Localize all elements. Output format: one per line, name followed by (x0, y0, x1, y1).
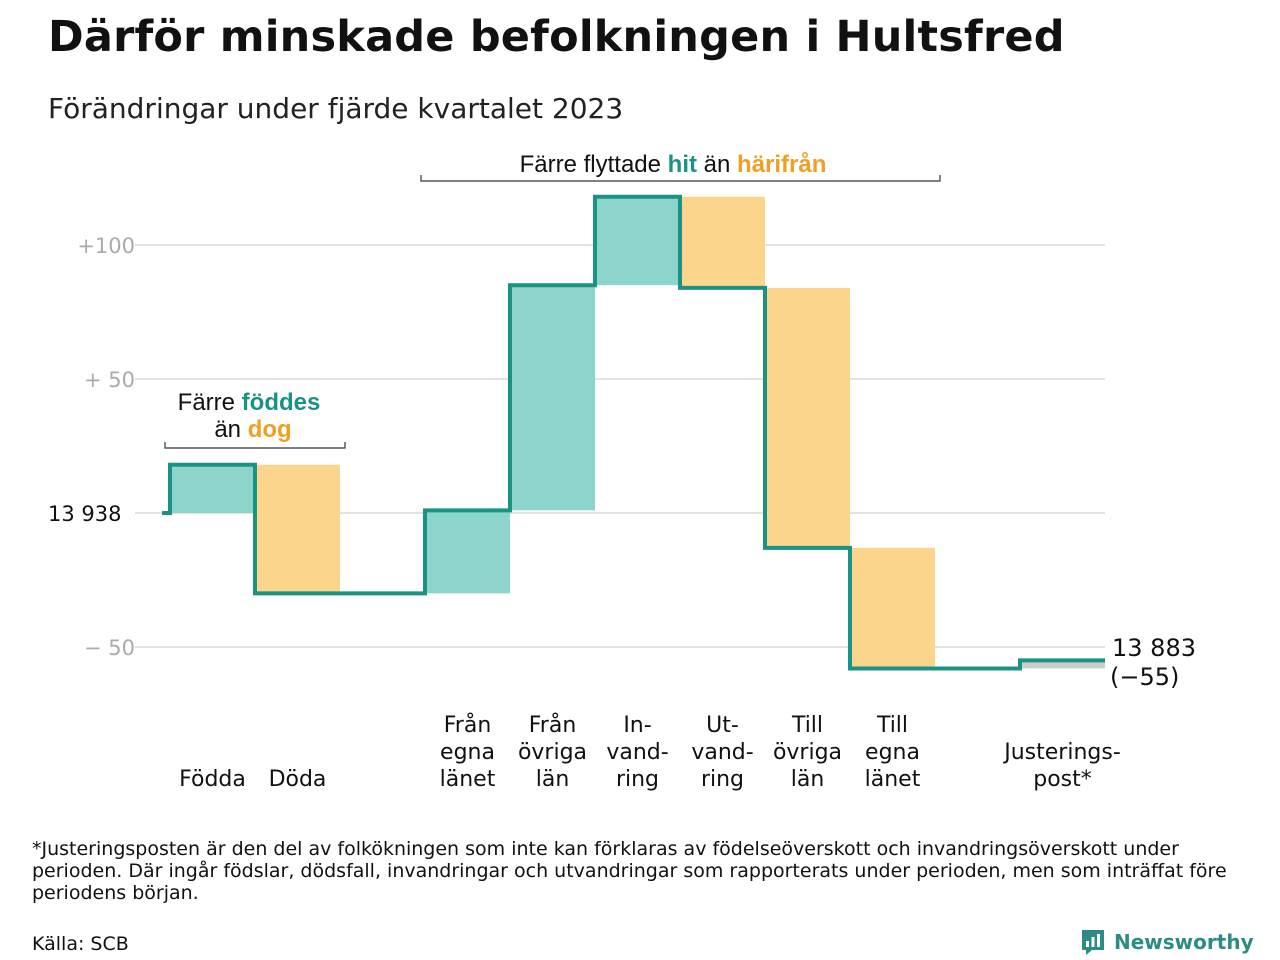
bar-inflow (595, 196, 680, 286)
category-label: vand- (606, 740, 668, 765)
category-label: län (791, 767, 825, 792)
category-label: egna (865, 740, 920, 765)
bar-outflow (680, 196, 765, 288)
y-tick-label: + 50 (84, 368, 135, 392)
category-label: Ut- (706, 713, 739, 738)
category-label: In- (623, 713, 651, 738)
category-label: Justerings- (1002, 740, 1121, 765)
category-label: länet (440, 767, 496, 792)
bar-outflow (850, 547, 935, 669)
bar-outflow (765, 287, 850, 548)
annotation-migration: Färre flyttade hit än härifrån (520, 151, 827, 178)
category-label: länet (865, 767, 921, 792)
category-label: Döda (269, 767, 327, 792)
chart-subtitle: Förändringar under fjärde kvartalet 2023 (48, 92, 624, 125)
bar-outflow (255, 464, 340, 594)
bar-inflow (510, 285, 595, 511)
bar-adjustment (1020, 660, 1105, 669)
end-change-label: (−55) (1110, 663, 1179, 691)
category-label: Från (444, 712, 492, 738)
category-label: post* (1033, 767, 1092, 792)
brand-name: Newsworthy (1114, 930, 1254, 954)
category-label: övriga (773, 740, 842, 765)
annotation-migration-bracket (420, 175, 941, 182)
footnote: *Justeringsposten är den del av folkökni… (32, 838, 1227, 904)
chart-title: Därför minskade befolkningen i Hultsfred (48, 12, 1065, 62)
running-total-line (162, 194, 1105, 671)
category-label: Från (529, 712, 577, 738)
end-value-label: 13 883 (1112, 634, 1196, 662)
y-tick-label: +100 (77, 234, 135, 258)
category-label: län (536, 767, 570, 792)
category-label: ring (616, 767, 659, 792)
newsworthy-logo-icon (1082, 930, 1104, 955)
y-tick-label: − 50 (84, 636, 135, 660)
annotation-births-line1: Färre föddes (178, 389, 321, 416)
category-label: Till (876, 713, 908, 738)
annotation-births-bracket (164, 442, 346, 449)
bar-inflow (425, 510, 510, 594)
category-label: Till (791, 713, 823, 738)
annotation-births-line2: än dog (214, 416, 291, 443)
category-label: egna (440, 740, 495, 765)
category-label: övriga (518, 740, 587, 765)
category-label: Födda (179, 767, 246, 792)
brand-logo[interactable]: Newsworthy (1080, 928, 1254, 956)
bar-inflow (170, 464, 255, 513)
source-label: Källa: SCB (32, 933, 129, 955)
category-label: vand- (691, 740, 753, 765)
category-label: ring (701, 767, 744, 792)
y-tick-label: 13 938 (48, 502, 121, 526)
